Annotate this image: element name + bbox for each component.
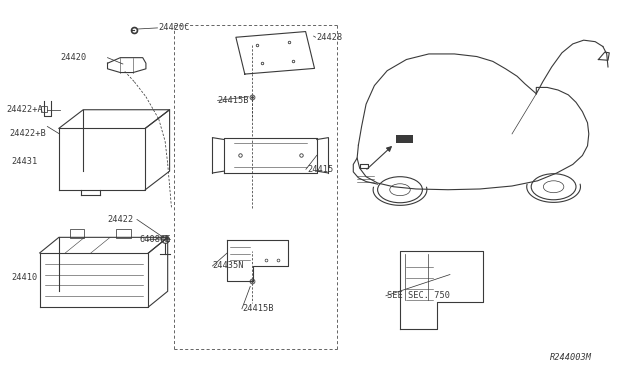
FancyBboxPatch shape [396, 135, 413, 143]
Text: 24422: 24422 [108, 215, 134, 224]
Text: 64086E: 64086E [140, 235, 171, 244]
Text: 24415B: 24415B [242, 304, 273, 313]
Text: 24422+A: 24422+A [6, 105, 43, 114]
Text: 24422+B: 24422+B [10, 129, 46, 138]
Text: 24420: 24420 [61, 53, 87, 62]
Text: 24428: 24428 [317, 33, 343, 42]
Text: 24415B: 24415B [218, 96, 249, 105]
Text: 24431: 24431 [12, 157, 38, 166]
Text: 24420C: 24420C [159, 23, 190, 32]
Text: SEE SEC. 750: SEE SEC. 750 [387, 291, 450, 300]
Text: R244003M: R244003M [550, 353, 593, 362]
Text: 24415: 24415 [307, 165, 333, 174]
Text: 24435N: 24435N [212, 262, 244, 270]
Text: 24410: 24410 [12, 273, 38, 282]
